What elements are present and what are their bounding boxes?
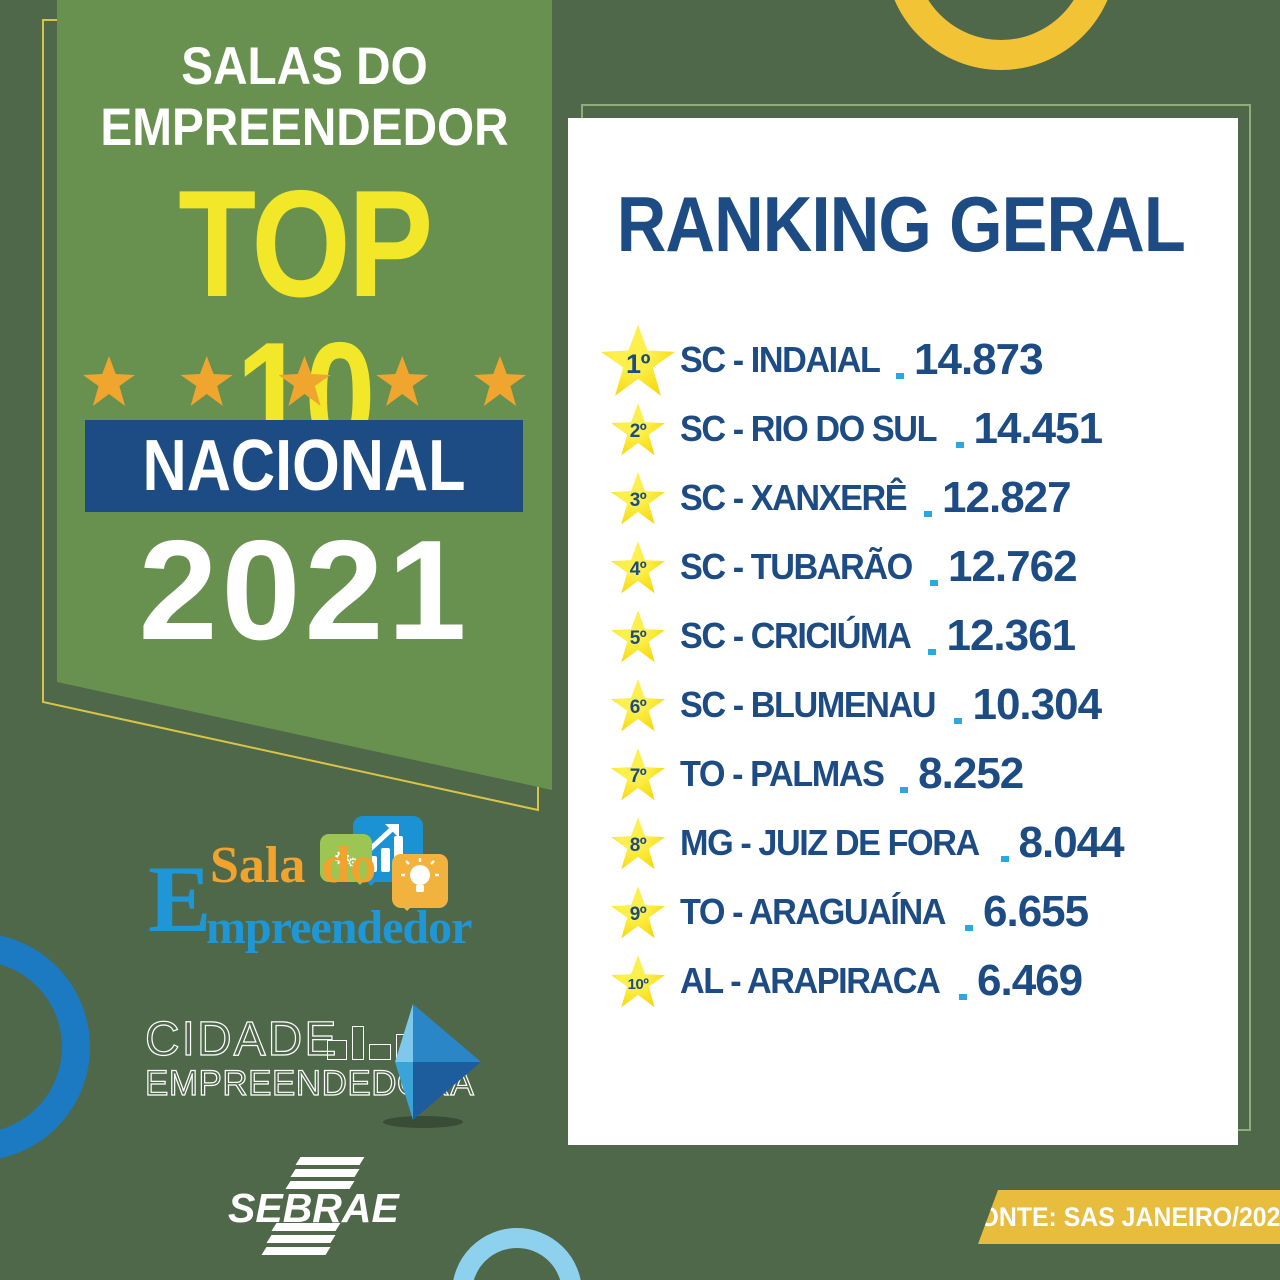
sebrae-logo: SEBRAE [228,1157,413,1261]
nacional-banner: NACIONAL [85,420,523,512]
ranking-city-label: SC - TUBARÃO [680,546,913,588]
ranking-score-value: 12.827 [942,473,1072,523]
cidade-line1: CIDADE [144,1013,339,1066]
ranking-score-value: 6.655 [983,887,1089,937]
dotted-leader [924,510,935,517]
star-icon [180,356,233,406]
ranking-score-value: 14.873 [914,335,1044,385]
lightblue-ring-decoration [452,1228,582,1280]
chat-bubble-bulb-icon [392,854,448,911]
ranking-row: 9º TO - ARAGUAÍNA 6.655 [596,878,1205,947]
ranking-row: 8º MG - JUIZ DE FORA 8.044 [596,809,1205,878]
sala-logo-rest: mpreendedor [206,901,472,954]
rank-number: 10º [627,975,649,993]
lightbulb-icon [401,858,439,892]
star-icon [474,356,526,406]
left-column: SALAS DO EMPREENDEDOR TOP 10 NACIONAL 20… [57,0,552,790]
star-icon [83,356,135,406]
yellow-ring-decoration [885,0,1117,70]
rank-number: 4º [629,559,647,581]
sala-logo-big-e: E [148,846,212,952]
ranking-city-label: TO - PALMAS [680,753,885,795]
ranking-title: RANKING GERAL [616,180,1185,268]
chat-bubble-gear-icon: ⚙ ⚙ [320,834,372,885]
rank-number: 7º [629,766,647,788]
blue-ring-decoration [0,933,90,1161]
ranking-row: 2º SC - RIO DO SUL 14.451 [596,395,1205,464]
rank-number: 9º [629,904,647,926]
rank-star-icon: 7º [611,748,665,801]
ranking-score-value: 12.361 [946,611,1076,661]
ranking-city-label: AL - ARAPIRACA [680,960,941,1002]
rank-star-icon: 2º [611,403,665,456]
ranking-rows: 1º SC - INDAIAL 14.873 2º SC - RIO DO SU… [596,324,1205,1016]
rank-star-icon: 10º [611,955,665,1008]
ranking-score-value: 10.304 [972,680,1102,730]
sebrae-stripes-bottom [261,1223,341,1255]
dotted-leader [896,372,906,379]
rank-star-icon: 4º [611,541,665,594]
rank-star-icon: 3º [611,472,665,525]
dotted-leader [928,648,939,655]
nacional-label: NACIONAL [142,426,466,506]
sala-logo-word1: Sala [210,837,306,894]
rank-star-icon: 5º [611,610,665,663]
dotted-leader [965,924,975,931]
ranking-row: 5º SC - CRICIÚMA 12.361 [596,602,1205,671]
ranking-city-label: MG - JUIZ DE FORA [680,822,980,864]
poster-title-line2: EMPREENDEDOR [100,98,509,157]
rank-star-icon: 8º [611,817,665,870]
ranking-row: 3º SC - XANXERÊ 12.827 [596,464,1205,533]
source-banner: FONTE: SAS JANEIRO/2022 [978,1190,1280,1244]
dotted-leader [955,441,966,448]
ranking-city-label: TO - ARAGUAÍNA [680,891,946,933]
dotted-leader [954,717,965,724]
ranking-row: 1º SC - INDAIAL 14.873 [596,324,1205,396]
dotted-leader [959,993,969,1000]
rank-number: 6º [629,697,647,719]
rank-number: 1º [626,349,650,380]
poster-title-line1: SALAS DO [181,37,428,96]
faceted-arrow-icon [383,1004,481,1128]
ranking-score-value: 14.451 [973,404,1104,454]
ranking-score-value: 8.252 [918,749,1024,799]
dotted-leader [900,786,911,793]
rank-star-icon: 1º [601,324,675,396]
five-stars-row [57,356,552,406]
ranking-city-label: SC - CRICIÚMA [680,615,912,657]
gear-icon: ⚙ [347,855,359,870]
green-banner-shape [42,0,552,812]
ranking-row: 4º SC - TUBARÃO 12.762 [596,533,1205,602]
sala-logo-word2: do [321,837,377,894]
ranking-city-label: SC - INDAIAL [680,339,881,381]
sala-do-empreendedor-logo: ⚙ ⚙ E Sala do mpreendedor [148,810,493,975]
rank-number: 3º [629,490,647,512]
ranking-city-label: SC - RIO DO SUL [680,408,937,450]
ranking-row: 7º TO - PALMAS 8.252 [596,740,1205,809]
rank-number: 5º [629,628,647,650]
gear-icon: ⚙ [333,847,352,870]
dotted-leader [1000,855,1011,862]
dotted-leader [929,579,940,586]
banner-fill [57,0,552,790]
ranking-score-value: 12.762 [947,542,1078,592]
star-icon [376,356,429,406]
ranking-city-label: SC - XANXERÊ [680,477,908,519]
rank-number: 2º [629,421,647,443]
year-label: 2021 [138,511,471,670]
ranking-score-value: 6.469 [977,956,1083,1006]
ranking-city-label: SC - BLUMENAU [680,684,936,726]
ranking-card: RANKING GERAL 1º SC - INDAIAL 14.873 2º … [568,118,1238,1145]
ranking-score-value: 8.044 [1018,818,1125,868]
rank-star-icon: 6º [611,679,665,732]
star-icon [278,356,331,406]
rank-number: 8º [629,835,647,857]
cidade-empreendedora-logo: CIDADE EMPREENDEDORA [144,1002,490,1132]
ranking-row: 6º SC - BLUMENAU 10.304 [596,671,1205,740]
sebrae-wordmark: SEBRAE [228,1185,399,1231]
ranking-row: 10º AL - ARAPIRACA 6.469 [596,947,1205,1016]
source-text: FONTE: SAS JANEIRO/2022 [964,1201,1280,1232]
rank-star-icon: 9º [611,886,665,939]
